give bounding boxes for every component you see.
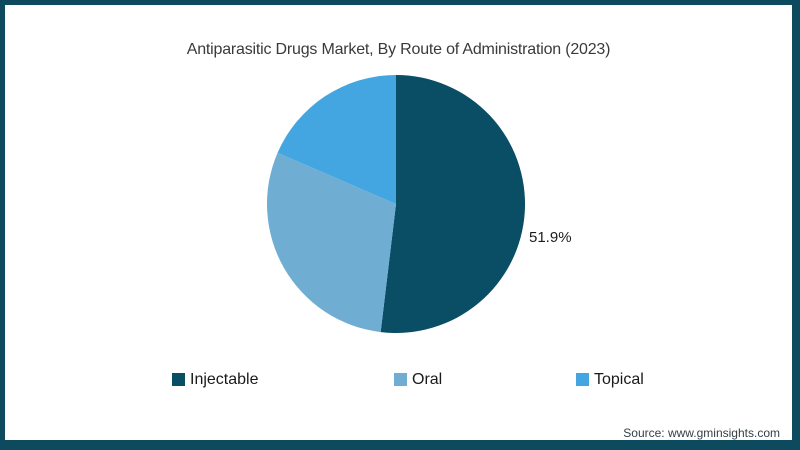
chart-title: Antiparasitic Drugs Market, By Route of … <box>186 41 611 58</box>
slice-value-label: 51.9% <box>529 229 572 246</box>
legend-item-topical: Topical <box>576 370 644 390</box>
source-text: Source: www.gminsights.com <box>623 426 780 440</box>
legend-label-oral: Oral <box>412 371 443 388</box>
pie-slice-topical <box>277 75 396 204</box>
pie-slice-injectable <box>380 75 526 333</box>
pie-chart-container <box>266 74 526 334</box>
legend-label-topical: Topical <box>594 371 644 388</box>
legend-label-injectable: Injectable <box>190 371 259 388</box>
legend-item-oral: Oral <box>394 370 442 390</box>
pie-slice-oral <box>267 152 396 333</box>
pie-chart <box>267 75 526 333</box>
legend-swatch-injectable <box>172 373 185 386</box>
legend-swatch-oral <box>394 373 407 386</box>
legend-item-injectable: Injectable <box>172 370 259 390</box>
legend-swatch-topical <box>576 373 589 386</box>
